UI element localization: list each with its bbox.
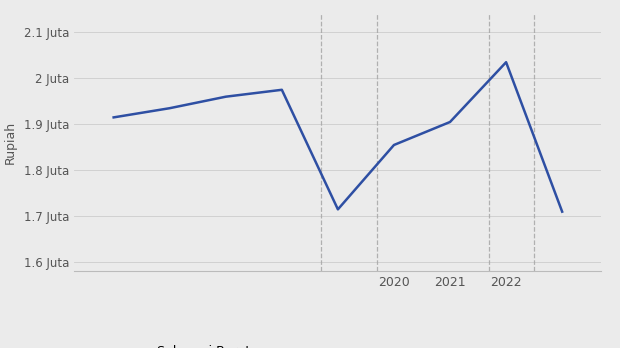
- Legend: Sulawesi Barat: Sulawesi Barat: [107, 340, 255, 348]
- Sulawesi Barat: [502, 60, 510, 64]
- Sulawesi Barat: [390, 143, 397, 147]
- Sulawesi Barat: [278, 88, 286, 92]
- Sulawesi Barat: [446, 120, 454, 124]
- Line: Sulawesi Barat: Sulawesi Barat: [113, 62, 562, 212]
- Y-axis label: Rupiah: Rupiah: [4, 121, 17, 164]
- Sulawesi Barat: [110, 115, 117, 119]
- Sulawesi Barat: [222, 95, 229, 99]
- Sulawesi Barat: [166, 106, 174, 110]
- Sulawesi Barat: [334, 207, 342, 212]
- Sulawesi Barat: [559, 209, 566, 214]
